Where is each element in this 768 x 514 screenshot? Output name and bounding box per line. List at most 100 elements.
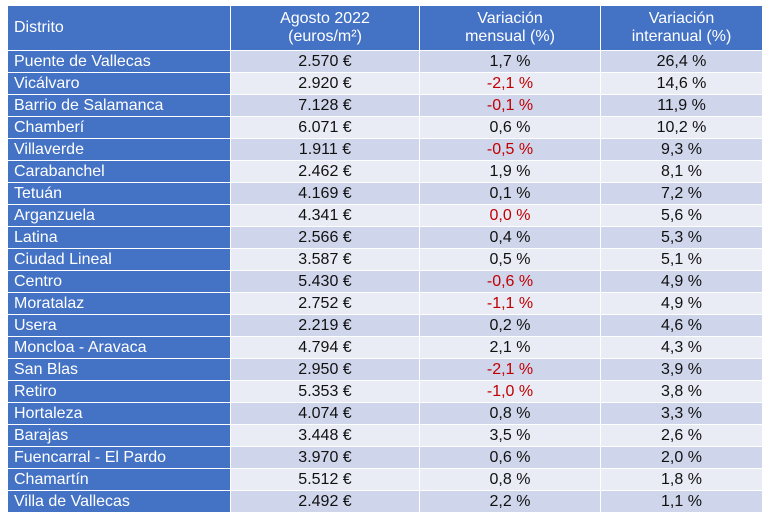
district-cell: Ciudad Lineal [7, 248, 231, 271]
price-cell: 3.587 € [230, 248, 420, 271]
district-cell: Villaverde [7, 138, 231, 161]
monthly-variation-cell: 0,8 % [419, 402, 601, 425]
district-cell: Barajas [7, 424, 231, 447]
header-annual-variation: Variación interanual (%) [600, 5, 763, 51]
price-cell: 7.128 € [230, 94, 420, 117]
monthly-variation-cell: 1,7 % [419, 50, 601, 73]
monthly-variation-cell: 3,5 % [419, 424, 601, 447]
annual-variation-cell: 4,3 % [600, 336, 763, 359]
table-row: Barajas 3.448 €3,5 % 2,6 % [7, 424, 763, 447]
district-cell: Barrio de Salamanca [7, 94, 231, 117]
district-cell: Tetuán [7, 182, 231, 205]
annual-variation-cell: 5,3 % [600, 226, 763, 249]
monthly-variation-cell: 0,2 % [419, 314, 601, 337]
table-body: Puente de Vallecas 2.570 €1,7 % 26,4 % Vicá… [7, 50, 763, 513]
annual-variation-cell: 3,8 % [600, 380, 763, 403]
table-row: Chamberí 6.071 €0,6 % 10,2 % [7, 116, 763, 139]
monthly-variation-cell: 0,6 % [419, 116, 601, 139]
annual-variation-cell: 4,9 % [600, 270, 763, 293]
district-cell: Arganzuela [7, 204, 231, 227]
header-district: Distrito [7, 5, 231, 51]
table-row: Chamartín 5.512 €0,8 % 1,8 % [7, 468, 763, 491]
district-cell: Vicálvaro [7, 72, 231, 95]
monthly-variation-cell: 2,1 % [419, 336, 601, 359]
price-cell: 4.074 € [230, 402, 420, 425]
price-cell: 2.566 € [230, 226, 420, 249]
table-row: Fuencarral - El Pardo 3.970 €0,6 % 2,0 % [7, 446, 763, 469]
district-cell: Moncloa - Aravaca [7, 336, 231, 359]
price-cell: 2.492 € [230, 490, 420, 513]
district-cell: Centro [7, 270, 231, 293]
monthly-variation-cell: 0,4 % [419, 226, 601, 249]
annual-variation-cell: 2,0 % [600, 446, 763, 469]
annual-variation-cell: 11,9 % [600, 94, 763, 117]
monthly-variation-cell: 0,6 % [419, 446, 601, 469]
price-cell: 2.570 € [230, 50, 420, 73]
annual-variation-cell: 9,3 % [600, 138, 763, 161]
price-cell: 3.448 € [230, 424, 420, 447]
district-cell: Puente de Vallecas [7, 50, 231, 73]
monthly-variation-cell: 0,1 % [419, 182, 601, 205]
annual-variation-cell: 1,8 % [600, 468, 763, 491]
table-row: Retiro 5.353 € -1,0 % 3,8 % [7, 380, 763, 403]
table-row: San Blas 2.950 € -2,1 % 3,9 % [7, 358, 763, 381]
price-cell: 5.512 € [230, 468, 420, 491]
district-cell: Retiro [7, 380, 231, 403]
price-cell: 2.920 € [230, 72, 420, 95]
table-row: Villaverde 1.911 € -0,5 % 9,3 % [7, 138, 763, 161]
monthly-variation-cell: -0,1 % [419, 94, 601, 117]
annual-variation-cell: 8,1 % [600, 160, 763, 183]
monthly-variation-cell: 2,2 % [419, 490, 601, 513]
annual-variation-cell: 14,6 % [600, 72, 763, 95]
annual-variation-cell: 5,6 % [600, 204, 763, 227]
monthly-variation-cell: -2,1 % [419, 72, 601, 95]
table-row: Carabanchel 2.462 €1,9 % 8,1 % [7, 160, 763, 183]
table-row: Puente de Vallecas 2.570 €1,7 % 26,4 % [7, 50, 763, 73]
district-cell: Hortaleza [7, 402, 231, 425]
price-cell: 2.219 € [230, 314, 420, 337]
table-row: Arganzuela 4.341 €0,0 % 5,6 % [7, 204, 763, 227]
district-cell: Chamartín [7, 468, 231, 491]
monthly-variation-cell: -1,0 % [419, 380, 601, 403]
district-cell: Villa de Vallecas [7, 490, 231, 513]
price-cell: 5.430 € [230, 270, 420, 293]
annual-variation-cell: 10,2 % [600, 116, 763, 139]
annual-variation-cell: 5,1 % [600, 248, 763, 271]
annual-variation-cell: 26,4 % [600, 50, 763, 73]
district-cell: Moratalaz [7, 292, 231, 315]
table-row: Ciudad Lineal 3.587 €0,5 % 5,1 % [7, 248, 763, 271]
table-row: Centro 5.430 € -0,6 % 4,9 % [7, 270, 763, 293]
district-cell: Fuencarral - El Pardo [7, 446, 231, 469]
table-row: Vicálvaro 2.920 € -2,1 % 14,6 % [7, 72, 763, 95]
price-cell: 3.970 € [230, 446, 420, 469]
annual-variation-cell: 1,1 % [600, 490, 763, 513]
header-monthly-variation: Variación mensual (%) [419, 5, 601, 51]
price-cell: 2.752 € [230, 292, 420, 315]
monthly-variation-cell: 0,0 % [419, 204, 601, 227]
district-cell: San Blas [7, 358, 231, 381]
table-row: Tetuán 4.169 €0,1 % 7,2 % [7, 182, 763, 205]
price-cell: 4.794 € [230, 336, 420, 359]
price-cell: 5.353 € [230, 380, 420, 403]
price-cell: 4.341 € [230, 204, 420, 227]
table-row: Villa de Vallecas 2.492 €2,2 % 1,1 % [7, 490, 763, 513]
table-container: Distrito Agosto 2022 (euros/m²) Variación… [7, 5, 763, 513]
annual-variation-cell: 4,6 % [600, 314, 763, 337]
district-cell: Carabanchel [7, 160, 231, 183]
table-header: Distrito Agosto 2022 (euros/m²) Variación… [7, 5, 763, 51]
table-row: Latina 2.566 €0,4 % 5,3 % [7, 226, 763, 249]
monthly-variation-cell: -2,1 % [419, 358, 601, 381]
district-cell: Chamberí [7, 116, 231, 139]
price-cell: 4.169 € [230, 182, 420, 205]
table-row: Barrio de Salamanca 7.128 € -0,1 % 11,9 % [7, 94, 763, 117]
table-row: Hortaleza 4.074 €0,8 % 3,3 % [7, 402, 763, 425]
annual-variation-cell: 3,9 % [600, 358, 763, 381]
annual-variation-cell: 2,6 % [600, 424, 763, 447]
annual-variation-cell: 3,3 % [600, 402, 763, 425]
district-cell: Latina [7, 226, 231, 249]
district-price-table: Distrito Agosto 2022 (euros/m²) Variación… [7, 5, 763, 513]
monthly-variation-cell: 1,9 % [419, 160, 601, 183]
monthly-variation-cell: 0,8 % [419, 468, 601, 491]
price-cell: 6.071 € [230, 116, 420, 139]
monthly-variation-cell: -1,1 % [419, 292, 601, 315]
